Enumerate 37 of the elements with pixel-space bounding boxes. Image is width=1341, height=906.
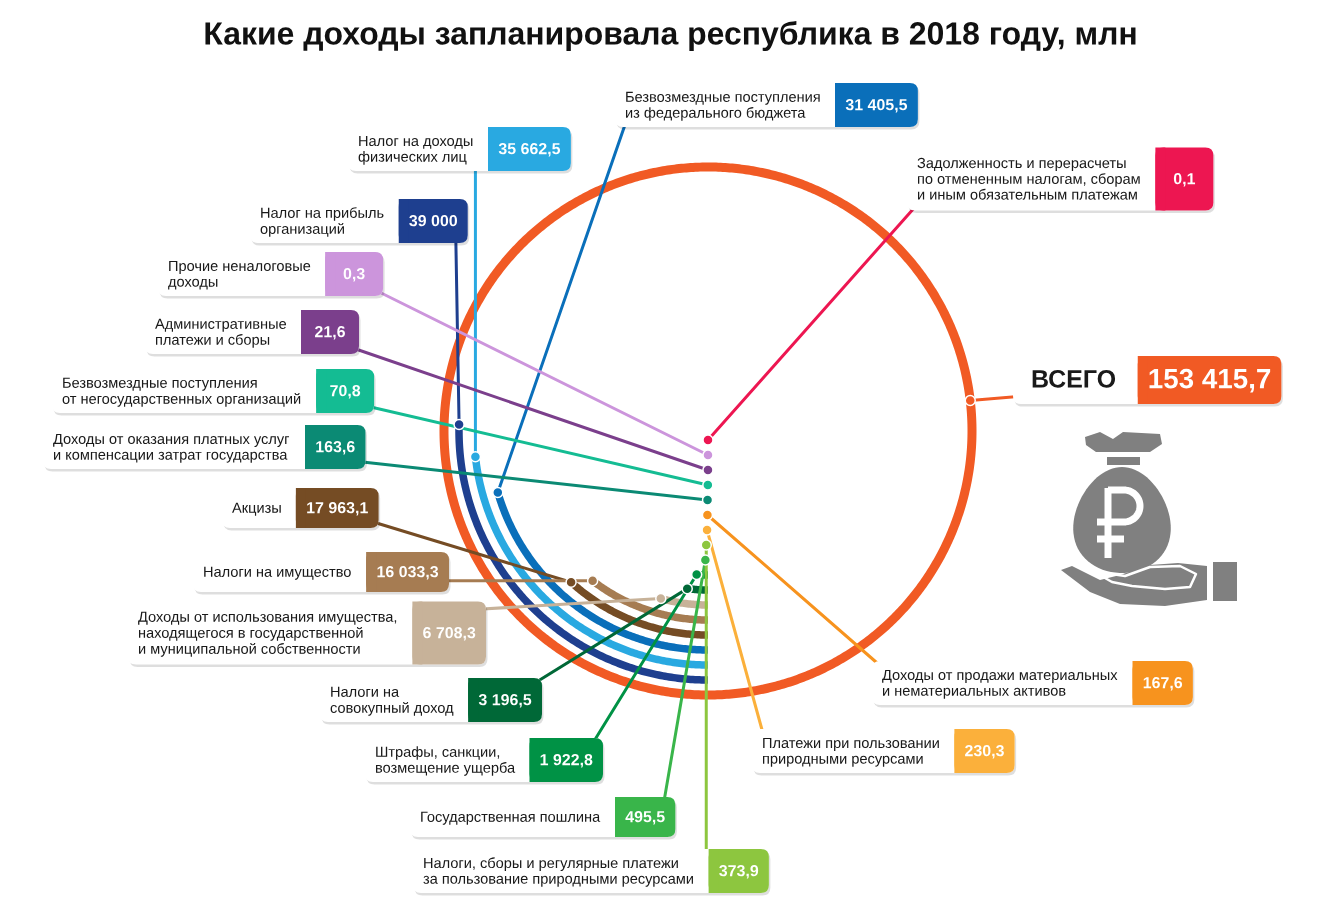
data-label: 6 708,3 (423, 626, 476, 641)
data-label: 35 662,5 (498, 142, 561, 157)
data-label: 21,6 (315, 325, 345, 340)
data-label: 17 963,1 (307, 501, 368, 516)
data-label: 373,9 (719, 864, 759, 879)
data-label: 0,3 (343, 267, 365, 282)
data-label: 0,1 (1173, 172, 1196, 187)
data-label: 153 415,7 (1149, 368, 1271, 393)
series-label: Налоги на имущество (204, 566, 351, 580)
series-label: Налоги, сборы и регулярные платежи за пользование природными ресурсами (423, 857, 693, 887)
series-label: Налоги на совокупный доход (330, 686, 454, 716)
data-label: 70,8 (330, 384, 361, 399)
data-label: 1 922,8 (540, 753, 593, 768)
data-label: 163,6 (316, 440, 355, 455)
data-label: 16 033,3 (377, 565, 439, 580)
series-label: Административные платежи и сборы (155, 318, 287, 348)
data-label: 495,5 (625, 810, 665, 825)
text: Какие доходы запланировала республика в 2018 году, млн (205, 20, 1136, 52)
series-label: Доходы от использования имущества, находящегося в государственной и муниципальной собственности (138, 611, 397, 657)
series-label: Налог на доходы физических лиц (358, 135, 473, 165)
series-label: Государственная пошлина (421, 811, 601, 825)
series-label: Налог на прибыль организаций (260, 207, 384, 237)
series-label: Акцизы (232, 502, 281, 516)
data-label: 167,6 (1143, 676, 1183, 691)
series-label: Безвозмездные поступления от негосударственных организаций (62, 377, 301, 407)
legend-label: ВСЕГО (1032, 370, 1116, 388)
data-label: 39 000 (409, 214, 458, 227)
data-label: 230,3 (965, 744, 1004, 759)
series-label: Задолженность и перерасчеты по отмененным налогам, сборам и иным обязательным платежам (917, 157, 1140, 200)
series-label: Безвозмездные поступления из федерального бюджета (626, 91, 820, 121)
series-label: Доходы от продажи материальных и нематериальных активов (882, 669, 1118, 699)
series-label: Платежи при пользовании природными ресурсами (763, 737, 939, 767)
series-label: Прочие неналоговые доходы (168, 260, 311, 290)
series-label: Штрафы, санкции, возмещение ущерба (376, 746, 516, 776)
data-label: 31 405,5 (845, 98, 908, 113)
data-label: 3 196,5 (478, 693, 532, 708)
series-label: Доходы от оказания платных услуг и компенсации затрат государства (53, 433, 290, 463)
